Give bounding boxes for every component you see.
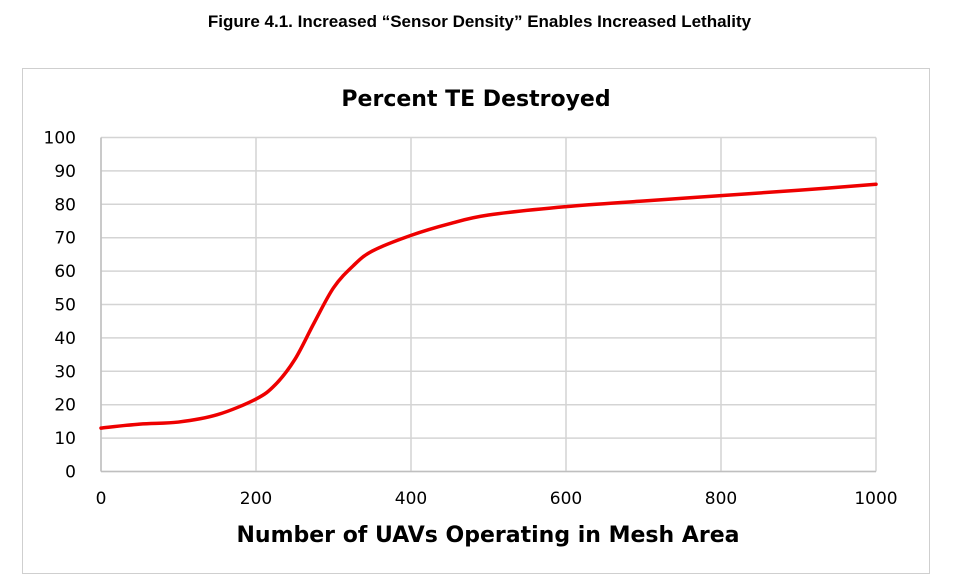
series-line [99, 182, 878, 430]
x-tick-label: 800 [705, 489, 737, 509]
figure-title: Figure 4.1. Increased “Sensor Density” E… [207, 12, 752, 31]
chart-frame [22, 68, 930, 574]
y-tick-label: 20 [54, 396, 76, 416]
y-tick-label: 10 [54, 429, 76, 449]
y-tick-label: 100 [44, 129, 76, 149]
x-axis-label: Number of UAVs Operating in Mesh Area [237, 523, 740, 548]
x-tick-label: 400 [395, 489, 427, 509]
y-tick-label: 80 [54, 195, 76, 215]
x-tick-label: 600 [550, 489, 582, 509]
chart-title: Percent TE Destroyed [341, 87, 610, 112]
y-tick-label: 90 [54, 162, 76, 182]
y-tick-label: 0 [65, 463, 76, 483]
x-tick-label: 1000 [854, 489, 897, 509]
y-tick-label: 70 [54, 229, 76, 249]
y-tick-label: 50 [54, 296, 76, 316]
y-tick-label: 30 [54, 362, 76, 382]
y-tick-label: 40 [54, 329, 76, 349]
x-tick-label: 200 [240, 489, 272, 509]
x-tick-label: 0 [96, 489, 107, 509]
y-tick-label: 60 [54, 262, 76, 282]
